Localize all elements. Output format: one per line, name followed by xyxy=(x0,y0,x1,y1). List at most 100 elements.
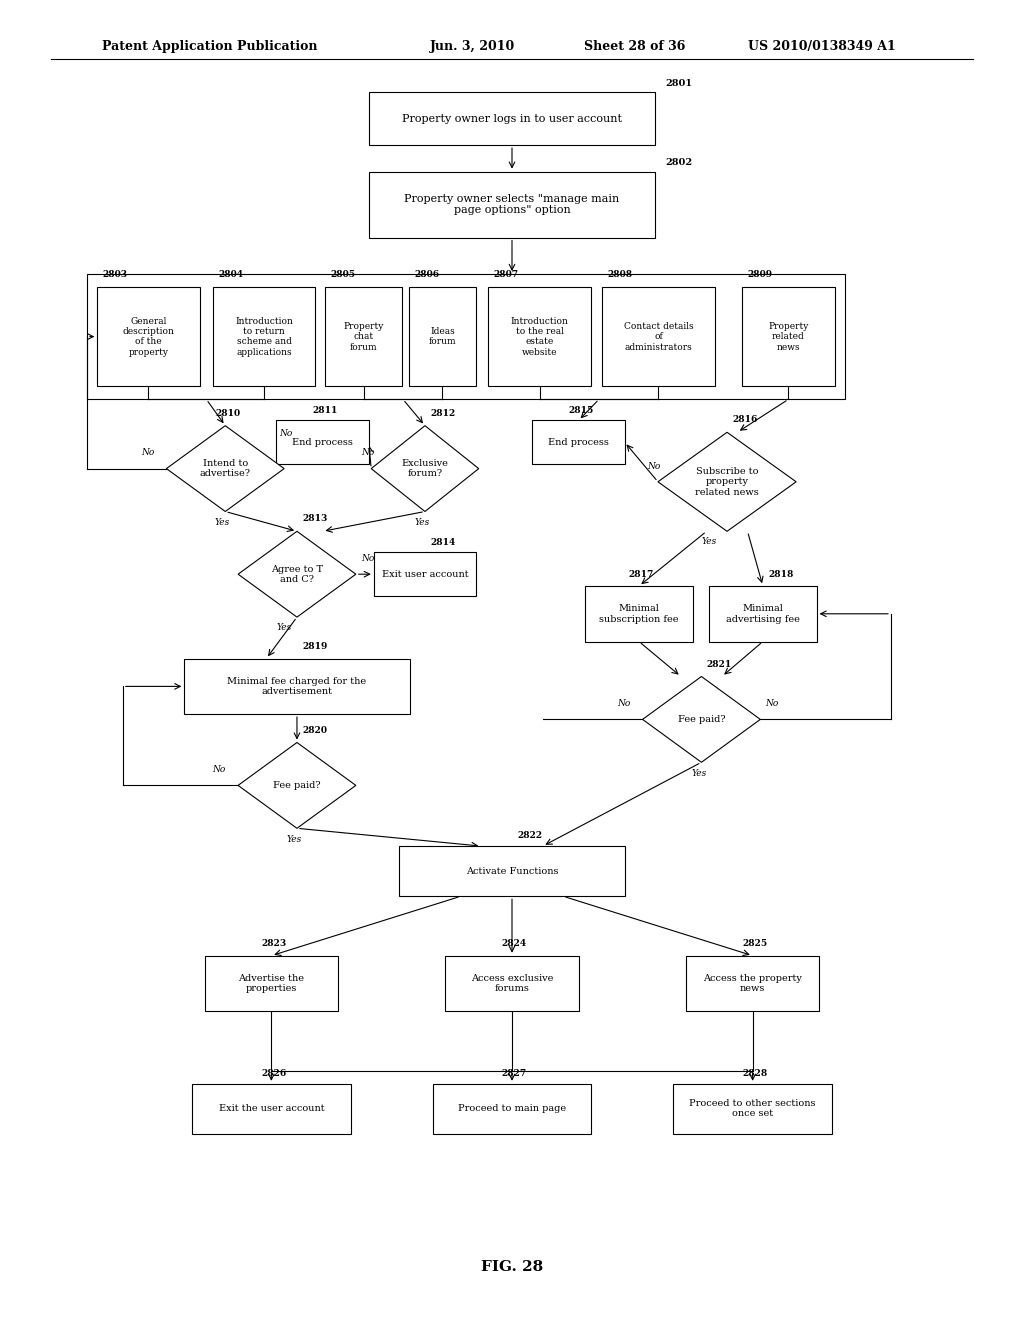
FancyBboxPatch shape xyxy=(374,552,476,597)
Text: 2827: 2827 xyxy=(502,1069,527,1078)
FancyBboxPatch shape xyxy=(709,586,817,642)
Text: 2819: 2819 xyxy=(302,643,328,652)
Text: 2817: 2817 xyxy=(629,570,654,579)
Text: 2807: 2807 xyxy=(494,269,518,279)
Text: 2821: 2821 xyxy=(707,660,732,669)
Text: 2814: 2814 xyxy=(430,539,456,548)
Text: Yes: Yes xyxy=(215,517,230,527)
Text: No: No xyxy=(360,554,374,564)
Text: Exit the user account: Exit the user account xyxy=(218,1105,325,1113)
Text: End process: End process xyxy=(548,438,609,446)
FancyBboxPatch shape xyxy=(97,288,200,385)
Polygon shape xyxy=(238,742,356,829)
Text: Jun. 3, 2010: Jun. 3, 2010 xyxy=(430,40,515,53)
Text: Ideas
forum: Ideas forum xyxy=(429,327,456,346)
Text: 2815: 2815 xyxy=(568,407,594,416)
Text: 2823: 2823 xyxy=(261,940,287,949)
FancyBboxPatch shape xyxy=(586,586,692,642)
Text: General
description
of the
property: General description of the property xyxy=(123,317,174,356)
FancyBboxPatch shape xyxy=(205,956,338,1011)
Text: Access exclusive
forums: Access exclusive forums xyxy=(471,974,553,993)
Text: Intend to
advertise?: Intend to advertise? xyxy=(200,459,251,478)
Text: Minimal
subscription fee: Minimal subscription fee xyxy=(599,605,679,623)
FancyBboxPatch shape xyxy=(184,659,410,714)
Text: Activate Functions: Activate Functions xyxy=(466,867,558,875)
Text: Proceed to main page: Proceed to main page xyxy=(458,1105,566,1113)
Text: FIG. 28: FIG. 28 xyxy=(481,1261,543,1274)
Text: 2812: 2812 xyxy=(430,409,456,418)
Polygon shape xyxy=(657,433,797,531)
Text: Fee paid?: Fee paid? xyxy=(678,715,725,723)
Polygon shape xyxy=(166,425,285,511)
Text: 2806: 2806 xyxy=(414,269,439,279)
Text: Patent Application Publication: Patent Application Publication xyxy=(102,40,317,53)
Text: Exclusive
forum?: Exclusive forum? xyxy=(401,459,449,478)
Text: Agree to T
and C?: Agree to T and C? xyxy=(271,565,323,583)
FancyBboxPatch shape xyxy=(532,420,625,463)
FancyBboxPatch shape xyxy=(399,846,625,896)
Text: US 2010/0138349 A1: US 2010/0138349 A1 xyxy=(748,40,895,53)
Text: End process: End process xyxy=(292,438,353,446)
FancyBboxPatch shape xyxy=(409,288,475,385)
Text: 2820: 2820 xyxy=(302,726,327,735)
Text: No: No xyxy=(766,700,778,709)
Text: Property owner selects "manage main
page options" option: Property owner selects "manage main page… xyxy=(404,194,620,215)
Text: Proceed to other sections
once set: Proceed to other sections once set xyxy=(689,1100,816,1118)
Text: Subscribe to
property
related news: Subscribe to property related news xyxy=(695,467,759,496)
FancyBboxPatch shape xyxy=(276,420,369,463)
FancyBboxPatch shape xyxy=(488,288,591,385)
FancyBboxPatch shape xyxy=(326,288,401,385)
Text: 2802: 2802 xyxy=(666,158,692,168)
Text: Access the property
news: Access the property news xyxy=(703,974,802,993)
Text: 2825: 2825 xyxy=(742,940,768,949)
Polygon shape xyxy=(371,425,478,511)
Text: 2804: 2804 xyxy=(218,269,243,279)
Text: Minimal
advertising fee: Minimal advertising fee xyxy=(726,605,800,623)
Text: Introduction
to return
scheme and
applications: Introduction to return scheme and applic… xyxy=(236,317,293,356)
Text: No: No xyxy=(360,449,374,458)
Text: No: No xyxy=(279,429,292,438)
FancyBboxPatch shape xyxy=(674,1084,831,1134)
Text: No: No xyxy=(141,449,154,458)
Polygon shape xyxy=(643,676,760,763)
FancyBboxPatch shape xyxy=(193,1084,350,1134)
Text: 2801: 2801 xyxy=(666,79,692,88)
FancyBboxPatch shape xyxy=(369,92,655,145)
Text: Yes: Yes xyxy=(701,537,717,546)
Text: 2813: 2813 xyxy=(302,515,328,524)
Text: 2809: 2809 xyxy=(748,269,773,279)
FancyBboxPatch shape xyxy=(432,1084,592,1134)
FancyBboxPatch shape xyxy=(87,275,845,399)
Text: 2816: 2816 xyxy=(732,416,758,425)
Text: Exit user account: Exit user account xyxy=(382,570,468,578)
Text: Property
chat
forum: Property chat forum xyxy=(343,322,384,351)
Text: Yes: Yes xyxy=(415,517,430,527)
Text: 2822: 2822 xyxy=(517,832,543,841)
Text: Minimal fee charged for the
advertisement: Minimal fee charged for the advertisemen… xyxy=(227,677,367,696)
Text: Advertise the
properties: Advertise the properties xyxy=(239,974,304,993)
Text: 2826: 2826 xyxy=(261,1069,287,1078)
Text: Property owner logs in to user account: Property owner logs in to user account xyxy=(402,114,622,124)
FancyBboxPatch shape xyxy=(369,172,655,238)
Text: Yes: Yes xyxy=(691,768,707,777)
Text: Property
related
news: Property related news xyxy=(768,322,809,351)
Text: 2810: 2810 xyxy=(215,409,241,418)
Text: Yes: Yes xyxy=(276,623,292,632)
Polygon shape xyxy=(238,532,356,618)
Text: 2805: 2805 xyxy=(330,269,355,279)
Text: 2824: 2824 xyxy=(502,940,527,949)
Text: 2828: 2828 xyxy=(742,1069,768,1078)
Text: No: No xyxy=(213,766,225,775)
FancyBboxPatch shape xyxy=(602,288,715,385)
FancyBboxPatch shape xyxy=(686,956,819,1011)
Text: Yes: Yes xyxy=(287,834,302,843)
Text: Introduction
to the real
estate
website: Introduction to the real estate website xyxy=(511,317,568,356)
Text: 2808: 2808 xyxy=(607,269,633,279)
Text: 2811: 2811 xyxy=(312,407,338,416)
Text: Fee paid?: Fee paid? xyxy=(273,781,321,789)
Text: 2803: 2803 xyxy=(102,269,128,279)
Text: No: No xyxy=(616,700,630,709)
FancyBboxPatch shape xyxy=(445,956,579,1011)
Text: Sheet 28 of 36: Sheet 28 of 36 xyxy=(584,40,685,53)
FancyBboxPatch shape xyxy=(742,288,835,385)
